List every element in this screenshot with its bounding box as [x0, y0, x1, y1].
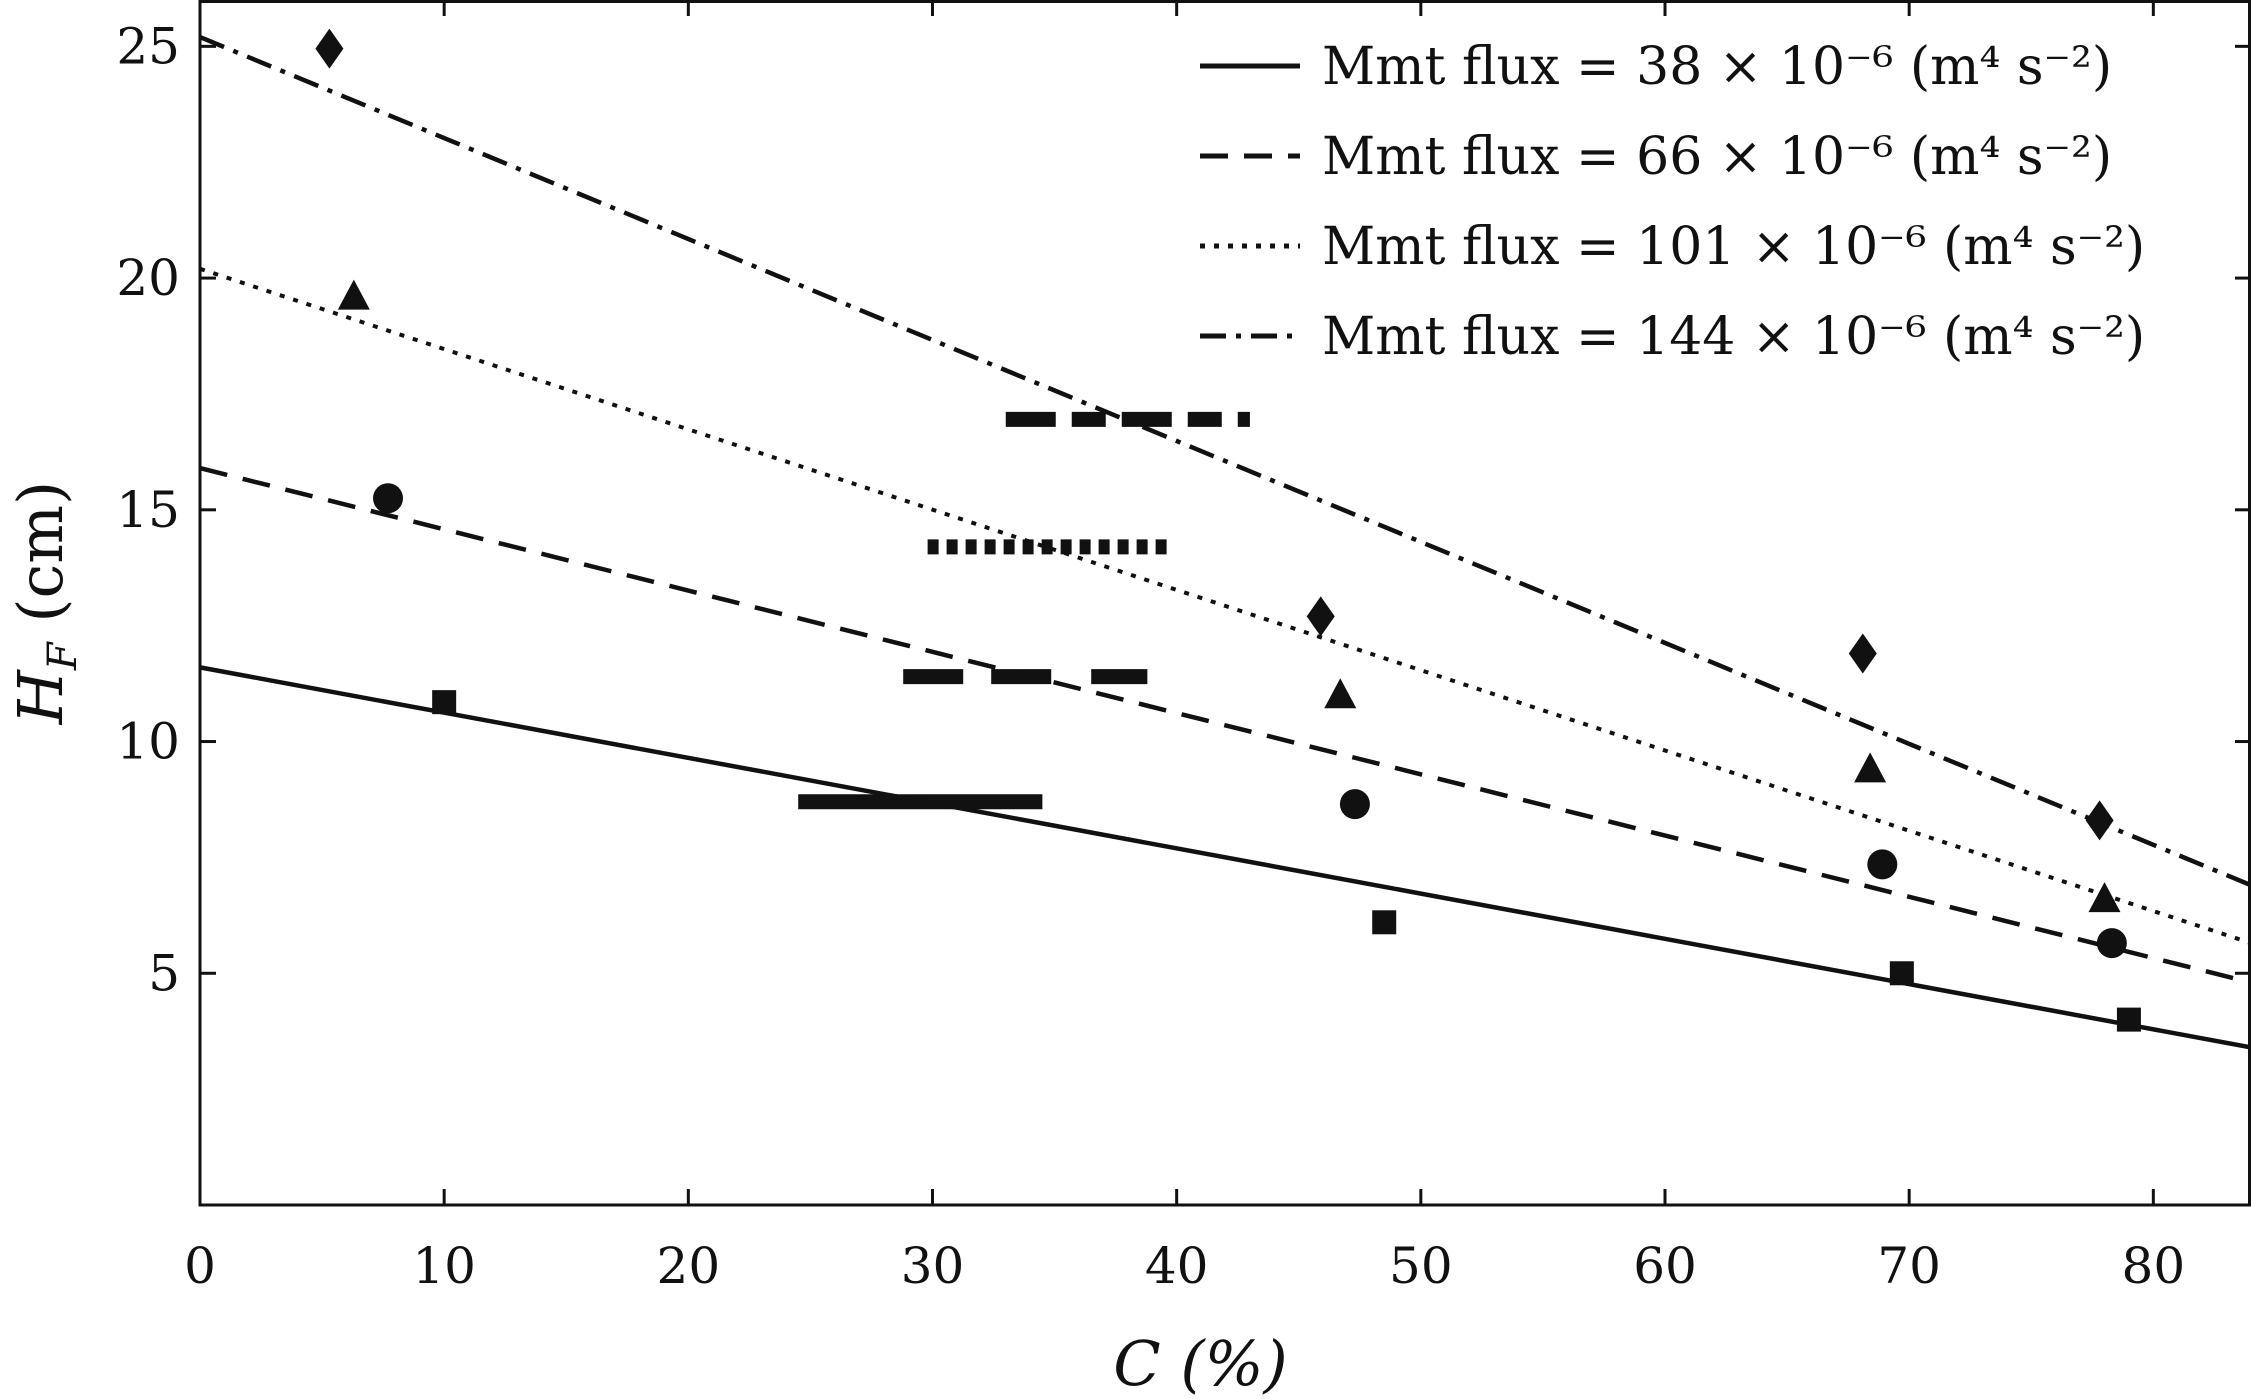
y-tick-label-4: 25: [116, 17, 180, 75]
legend-label-2: Mmt flux = 101 × 10⁻⁶ (m⁴ s⁻²): [1322, 217, 2145, 277]
data-point-s2-3: [2088, 882, 2121, 913]
fit-line-2: [199, 266, 2251, 946]
x-axis-title: C (%): [1113, 1327, 1287, 1399]
data-point-s0-0: [432, 690, 457, 715]
data-point-s1-2: [1867, 849, 1898, 880]
axis-labels: 0 10 20 30 40 50 60 70 80 5 10 15 20 25 C (%) HF (cm): [4, 17, 2185, 1399]
y-axis-title-symbol: H: [4, 668, 77, 725]
data-point-s0-1: [1372, 910, 1397, 935]
x-tick-label-0: 0: [184, 1237, 216, 1295]
plot-frame: [198, 0, 2251, 1207]
data-point-s3-0: [315, 28, 344, 69]
legend-label-0: Mmt flux = 38 × 10⁻⁶ (m⁴ s⁻²): [1322, 37, 2112, 97]
x-tick-label-5: 50: [1389, 1237, 1453, 1295]
y-tick-label-1: 10: [116, 713, 180, 771]
y-axis-title-unit: (cm): [4, 481, 77, 643]
data-point-s0-3: [2116, 1007, 2141, 1032]
legend-label-1: Mmt flux = 66 × 10⁻⁶ (m⁴ s⁻²): [1322, 127, 2112, 187]
y-tick-label-2: 15: [116, 481, 180, 539]
y-tick-label-0: 5: [148, 944, 180, 1002]
x-tick-label-7: 70: [1877, 1237, 1941, 1295]
x-tick-label-2: 20: [657, 1237, 721, 1295]
data-point-s3-2: [1848, 633, 1877, 674]
x-tick-label-1: 10: [412, 1237, 476, 1295]
fit-line-3: [199, 34, 2251, 888]
legend-label-3: Mmt flux = 144 × 10⁻⁶ (m⁴ s⁻²): [1322, 307, 2145, 367]
data-point-s2-2: [1854, 752, 1887, 783]
y-axis-title-group: HF (cm): [4, 481, 86, 725]
legend: Mmt flux = 38 × 10⁻⁶ (m⁴ s⁻²) Mmt flux = …: [1200, 37, 2145, 367]
x-tick-label-3: 30: [901, 1237, 965, 1295]
x-tick-label-4: 40: [1145, 1237, 1209, 1295]
fit-lines: [199, 34, 2251, 1050]
y-tick-label-3: 20: [116, 249, 180, 307]
data-point-s3-3: [2085, 800, 2114, 841]
fit-line-1: [199, 465, 2251, 985]
data-point-s0-2: [1889, 961, 1914, 986]
data-point-s1-3: [2096, 928, 2127, 959]
data-point-s1-1: [1339, 789, 1370, 820]
x-tick-label-8: 80: [2122, 1237, 2186, 1295]
data-point-s2-0: [337, 279, 370, 310]
x-tick-label-6: 60: [1633, 1237, 1697, 1295]
data-point-s3-1: [1306, 596, 1335, 637]
annotation-segments: [798, 411, 1250, 810]
y-axis-title-subscript: F: [40, 641, 86, 671]
data-point-s2-1: [1324, 678, 1357, 709]
axis-ticks: [200, 0, 2251, 1205]
data-point-s1-0: [373, 483, 404, 514]
y-axis-title: HF (cm): [4, 481, 86, 725]
data-points: [315, 28, 2141, 1032]
